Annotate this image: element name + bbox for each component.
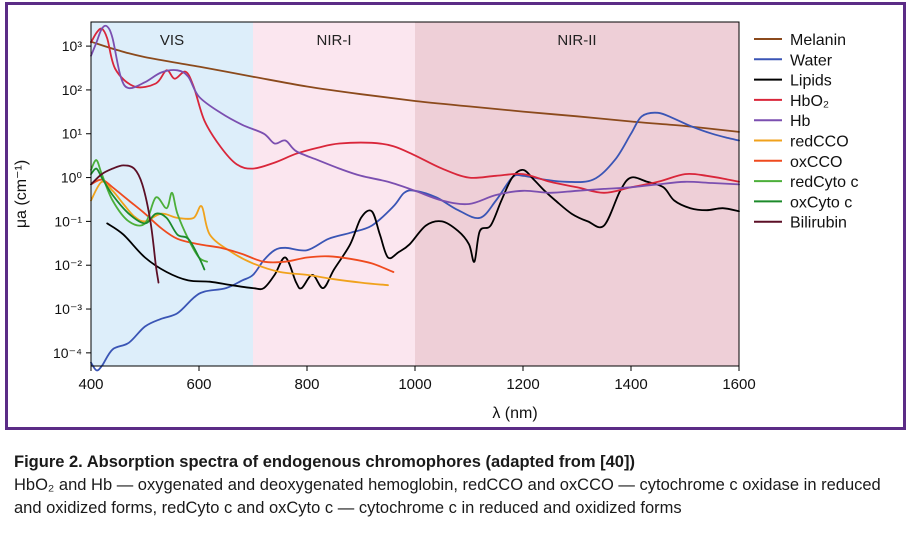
y-tick-label: 10² (62, 82, 83, 98)
y-axis-label: μa (cm⁻¹) (13, 160, 30, 228)
y-tick-label: 10¹ (62, 126, 83, 142)
series-line-melanin (90, 40, 740, 133)
x-tick-label: 400 (78, 376, 103, 393)
y-tick-label: 10³ (62, 38, 83, 54)
series-line-redcco (90, 180, 389, 287)
legend-label-hb: Hb (790, 113, 811, 130)
series-layer (90, 24, 740, 372)
regions-layer: VIS NIR-I NIR-II (91, 22, 739, 366)
region-nir-i (253, 22, 415, 366)
region-label-nir-ii: NIR-II (557, 32, 596, 49)
caption-title: Figure 2. Absorption spectra of endogeno… (14, 453, 635, 471)
legend-label-melanin: Melanin (790, 32, 846, 49)
legend-label-redcyto-c: redCyto c (790, 174, 858, 191)
x-tick-label: 800 (294, 376, 319, 393)
legend-label-water: Water (790, 52, 833, 69)
series-line-hbo (90, 27, 740, 194)
axes-layer: 400 600 800 1000 1200 1400 1600 10³ 10² 10¹ 10⁰ 10⁻… (13, 21, 756, 422)
y-tick-label: 10⁻² (54, 257, 82, 273)
legend-label-bilirubin: Bilirubin (790, 215, 847, 232)
x-tick-label: 1600 (722, 376, 755, 393)
y-tick-label: 10⁻¹ (54, 213, 82, 229)
series-line-water (90, 111, 740, 372)
region-nir-ii (415, 22, 739, 366)
legend: Melanin Water Lipids HbO₂ Hb redCCO oxCCO redCy… (754, 32, 858, 232)
x-tick-label: 1000 (398, 376, 431, 393)
region-label-nir-i: NIR-I (317, 32, 352, 49)
y-tick-label: 10⁻³ (54, 301, 82, 317)
x-tick-label: 1400 (614, 376, 647, 393)
legend-label-hbo: HbO₂ (790, 93, 829, 110)
x-tick-label: 600 (186, 376, 211, 393)
x-tick-label: 1200 (506, 376, 539, 393)
series-line-bilirubin (90, 164, 160, 284)
y-tick-label: 10⁰ (61, 170, 83, 186)
region-label-vis: VIS (160, 32, 184, 49)
y-tick-label: 10⁻⁴ (53, 345, 82, 361)
legend-label-lipids: Lipids (790, 73, 832, 90)
figure-caption: Figure 2. Absorption spectra of endogeno… (14, 451, 904, 520)
absorption-chart: VIS NIR-I NIR-II 400 600 800 1000 1200 1400 1600… (13, 21, 858, 422)
legend-label-oxcco: oxCCO (790, 154, 842, 171)
caption-text: HbO₂ and Hb — oxygenated and deoxygenate… (14, 476, 881, 517)
legend-label-oxcyto-c: oxCyto c (790, 194, 852, 211)
x-axis-label: λ (nm) (492, 405, 537, 422)
series-line-oxcco (90, 178, 395, 273)
legend-label-redcco: redCCO (790, 134, 849, 151)
series-line-hb (90, 24, 740, 206)
